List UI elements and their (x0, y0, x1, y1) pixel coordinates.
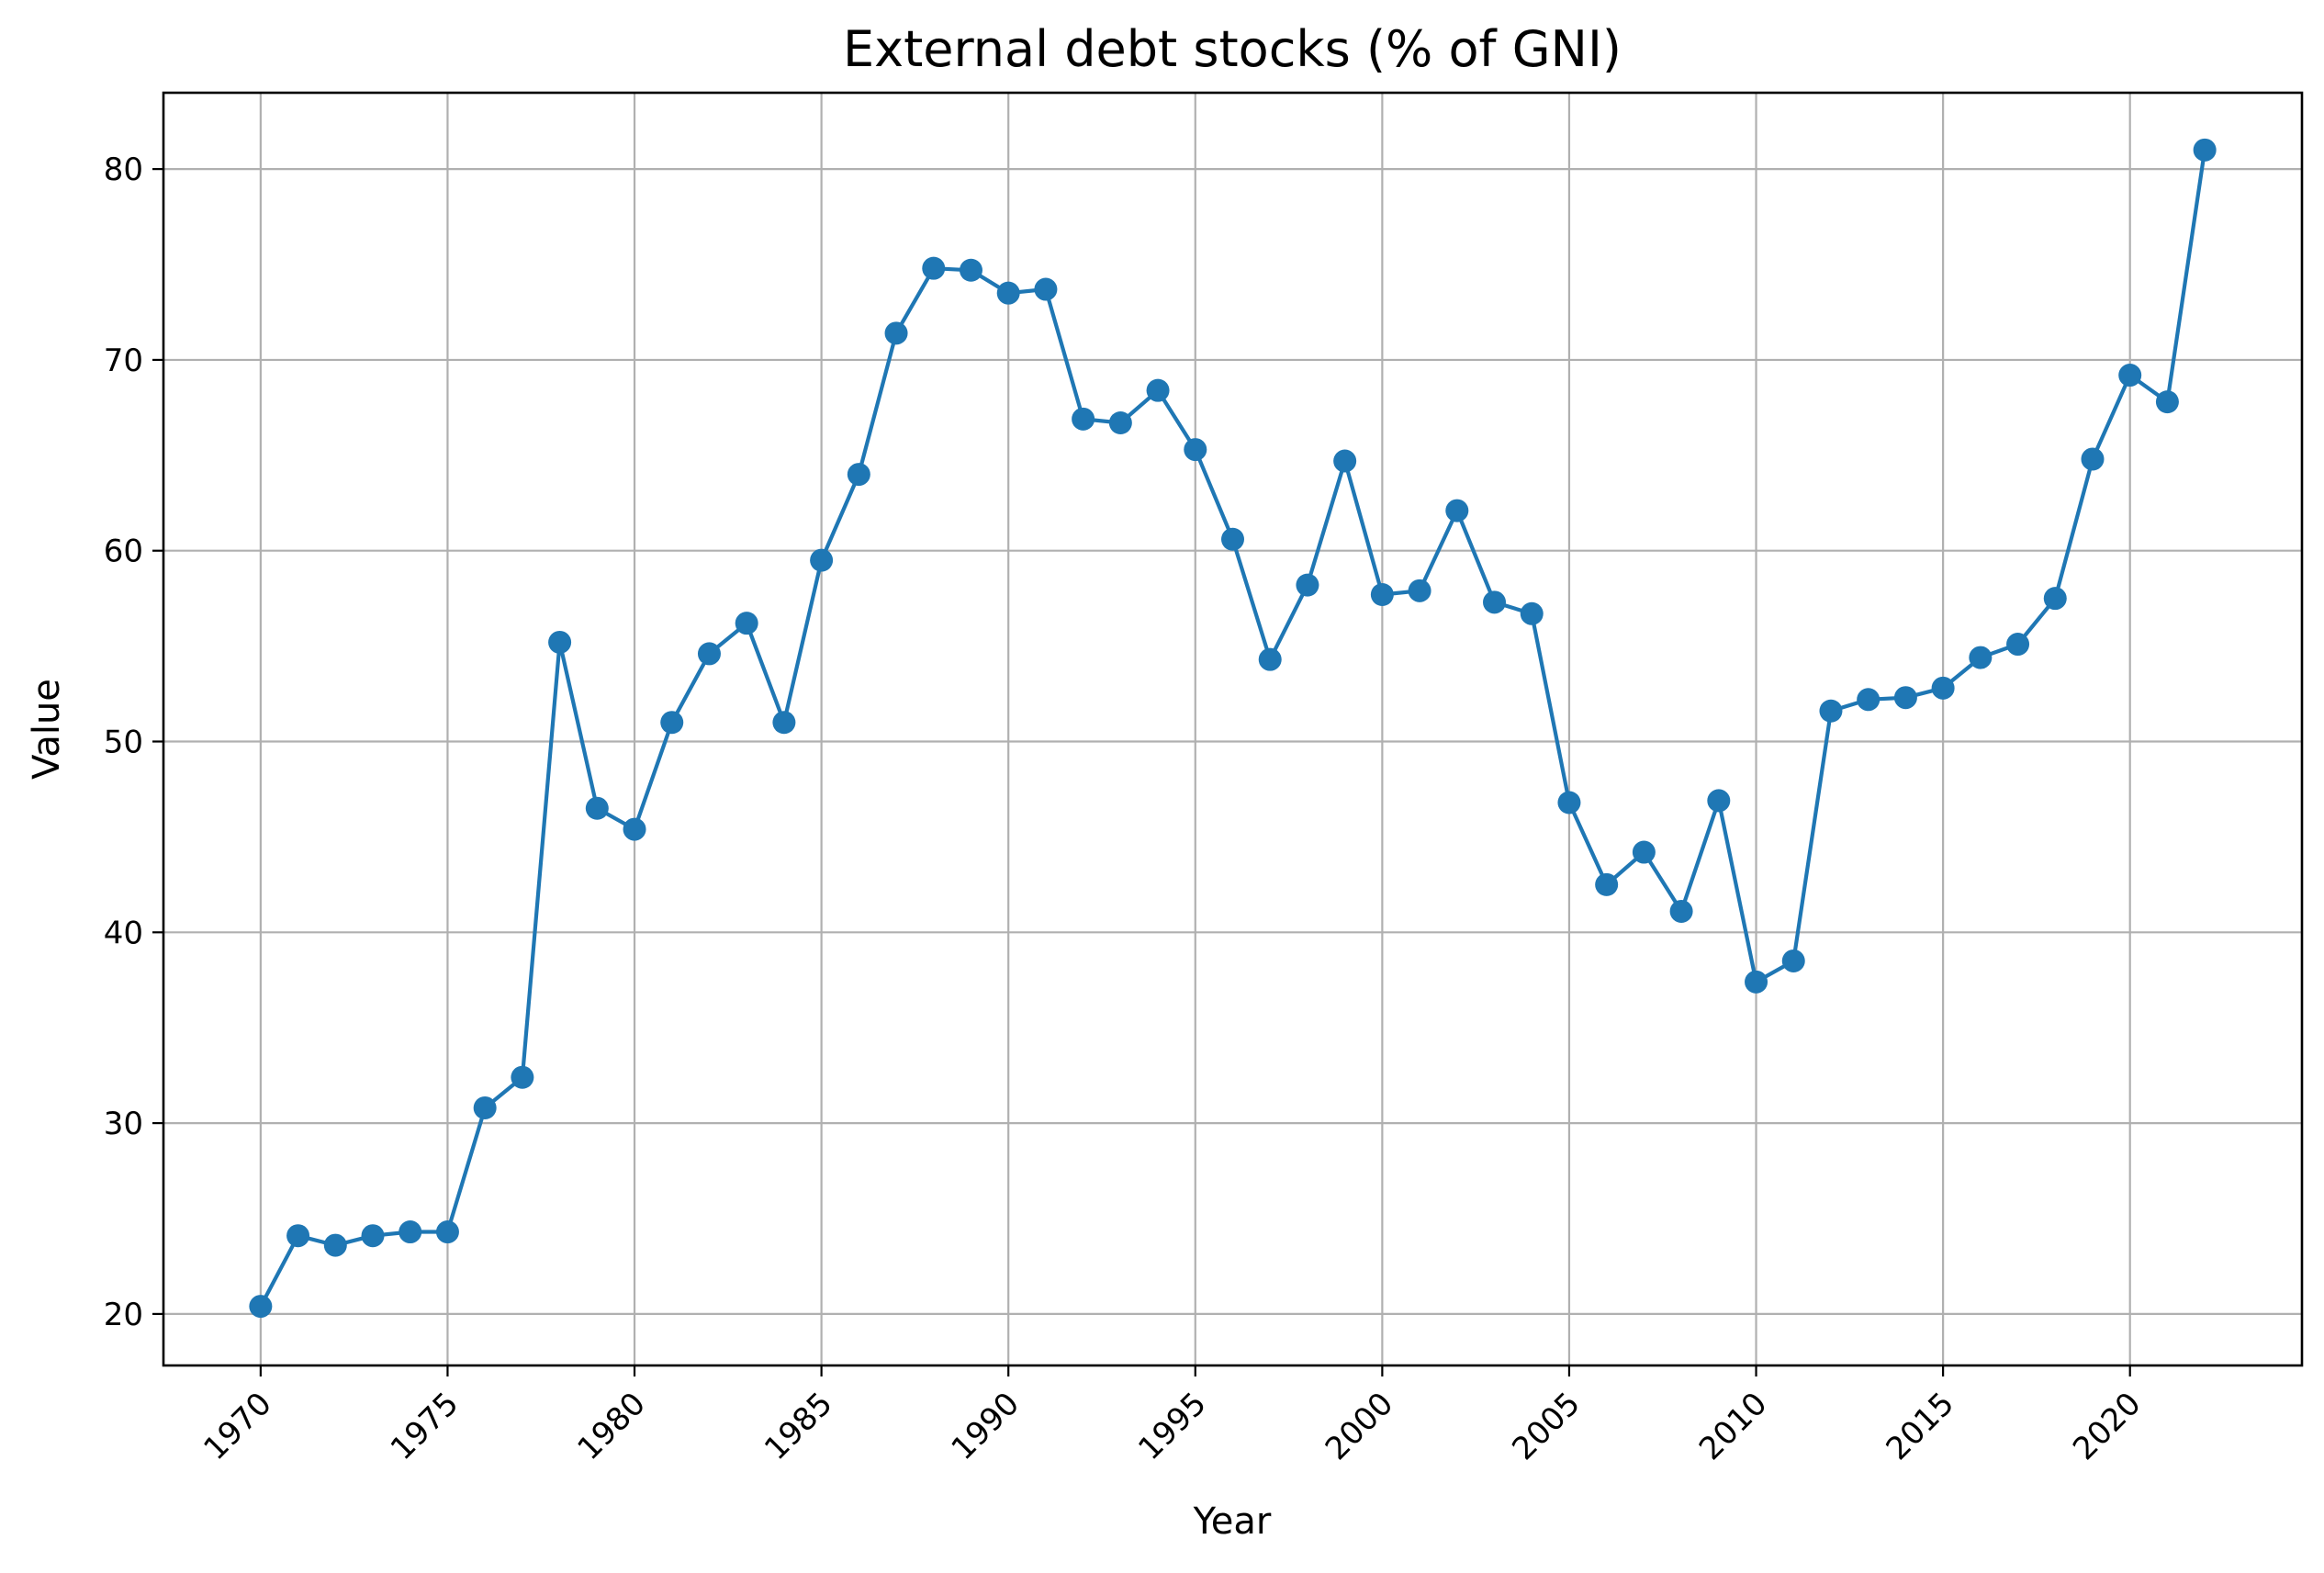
data-point (2155, 390, 2179, 414)
data-point (249, 1295, 273, 1319)
data-point (884, 321, 908, 345)
data-point (2193, 138, 2217, 162)
data-point (1408, 579, 1431, 602)
data-point (1146, 378, 1170, 402)
plot-frame (162, 91, 2304, 1367)
y-tick-label: 60 (104, 534, 143, 570)
y-tick-label: 40 (104, 915, 143, 951)
data-point (585, 796, 609, 820)
chart-title: External debt stocks (% of GNI) (843, 20, 1622, 78)
data-point (2043, 587, 2067, 611)
data-point (1370, 583, 1394, 607)
data-point (1445, 499, 1469, 522)
data-point (1819, 699, 1843, 723)
y-tick-label: 80 (104, 152, 143, 188)
data-point (361, 1224, 385, 1248)
data-point (435, 1220, 459, 1244)
data-point (1595, 872, 1619, 896)
data-point (399, 1220, 422, 1244)
y-tick-label: 50 (104, 725, 143, 761)
data-point (660, 711, 684, 735)
data-point (623, 817, 646, 841)
data-point (1969, 646, 1993, 669)
y-tick-label: 70 (104, 343, 143, 379)
data-point (2081, 447, 2105, 471)
data-point (772, 711, 796, 735)
data-point (511, 1065, 534, 1089)
data-point (548, 630, 572, 654)
data-point (1707, 789, 1731, 813)
grid (163, 93, 2302, 1365)
data-point (1557, 791, 1581, 815)
data-point (286, 1224, 310, 1248)
data-point (1184, 438, 1207, 462)
x-axis-label: Year (1193, 1500, 1272, 1543)
data-point (1857, 688, 1881, 712)
data-point (1483, 590, 1507, 614)
data-point (810, 548, 834, 572)
y-tick-label: 20 (104, 1297, 143, 1333)
data-point (2006, 633, 2030, 657)
y-axis-label: Value (26, 679, 68, 780)
y-tick-label: 30 (104, 1106, 143, 1142)
data-point (2118, 364, 2142, 388)
data-point (1034, 277, 1058, 301)
data-point (959, 258, 982, 282)
data-point (1258, 647, 1282, 671)
data-point (1781, 949, 1805, 972)
data-point (473, 1095, 497, 1119)
data-point (1221, 527, 1244, 551)
data-point (1669, 899, 1693, 923)
data-point (1296, 573, 1319, 597)
data-point (922, 256, 946, 280)
data-point (1632, 840, 1656, 864)
data-point (1333, 449, 1357, 473)
series-external-debt (249, 138, 2217, 1319)
data-point (735, 612, 758, 635)
data-point (1745, 970, 1768, 994)
data-point (1931, 676, 1955, 700)
data-point (1108, 410, 1132, 434)
data-point (1893, 686, 1917, 710)
data-point (996, 281, 1020, 305)
data-point (847, 463, 870, 487)
data-point (1072, 407, 1095, 431)
data-point (1520, 601, 1544, 625)
data-point (697, 642, 721, 666)
data-point (323, 1233, 347, 1257)
